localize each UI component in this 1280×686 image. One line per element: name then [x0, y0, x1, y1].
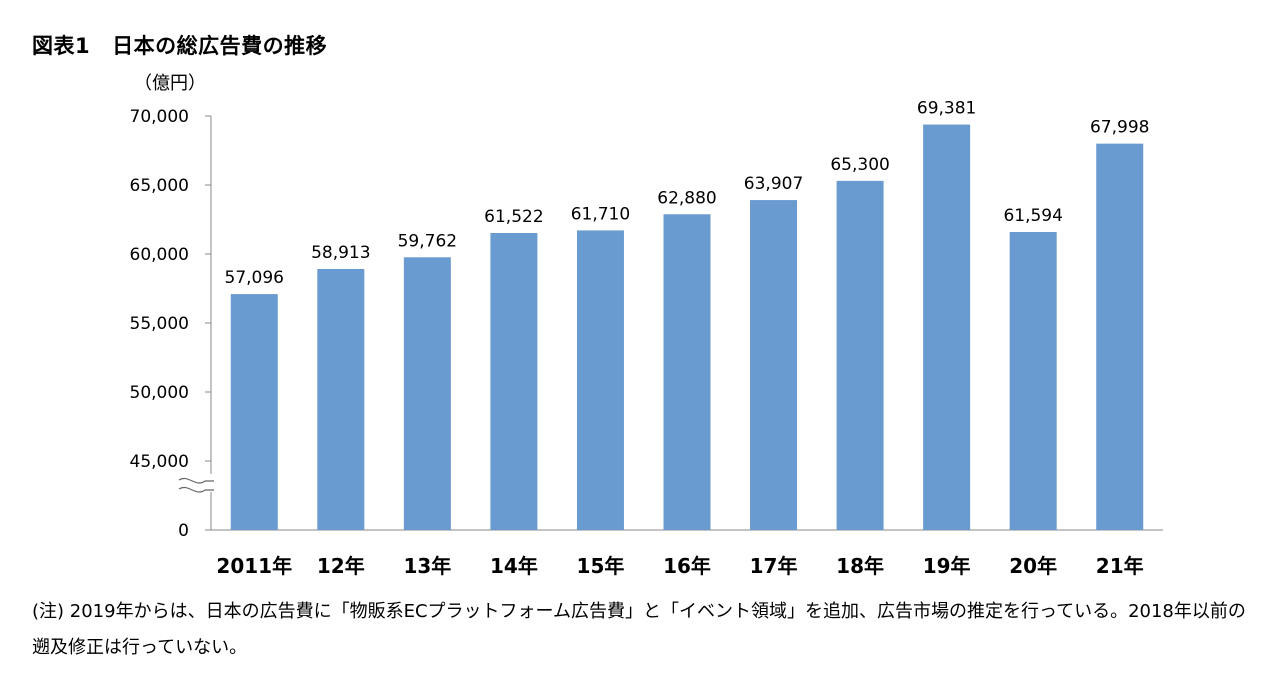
- x-category-label: 16年: [663, 554, 711, 578]
- bar: [1009, 232, 1057, 530]
- y-tick-label: 65,000: [130, 176, 189, 196]
- y-axis: 0 45,000 50,000 55,000 60,000 65,000 70,000: [130, 107, 1163, 541]
- bar-value-label: 69,381: [917, 99, 976, 119]
- bar-value-label: 58,913: [311, 243, 370, 263]
- x-category-label: 17年: [750, 554, 798, 578]
- axis-break-icon: [178, 478, 214, 493]
- x-category-label: 12年: [317, 554, 365, 578]
- bar: [836, 180, 884, 531]
- x-category-label: 13年: [403, 554, 451, 578]
- bar-value-label: 61,594: [1003, 206, 1062, 226]
- bar-value-label: 61,522: [484, 207, 543, 227]
- figure-title-text: 日本の総広告費の推移: [112, 34, 328, 58]
- bar: [923, 124, 971, 530]
- x-axis-labels: 2011年 12年 13年 14年 15年 16年 17年 18年 19年 20年 21年: [216, 554, 1143, 578]
- x-category-label: 2011年: [216, 554, 292, 578]
- bar-value-label: 57,096: [225, 268, 284, 288]
- bar-value-label: 67,998: [1090, 118, 1149, 138]
- bar: [403, 257, 451, 530]
- y-tick-label: 45,000: [130, 452, 189, 472]
- bar: [1096, 143, 1144, 530]
- bar-chart: （億円） 0 45,000 50,000 55,000 60,000 65,000 70,0…: [130, 73, 1163, 578]
- figure-title: 図表1 日本の総広告費の推移: [32, 30, 327, 60]
- chart-area: （億円） 0 45,000 50,000 55,000 60,000 65,000 70,0…: [130, 73, 1163, 578]
- y-tick-label: 70,000: [130, 107, 189, 127]
- y-tick-label: 60,000: [130, 245, 189, 265]
- bar-value-label: 65,300: [830, 155, 889, 175]
- bar: [490, 232, 538, 530]
- footnote: (注) 2019年からは、日本の広告費に「物販系ECプラットフォーム広告費」と「…: [32, 601, 1246, 658]
- bar-value-label: 59,762: [398, 231, 457, 251]
- figure-label: 図表1: [32, 34, 91, 58]
- bar: [750, 200, 798, 530]
- x-category-label: 20年: [1009, 554, 1057, 578]
- x-category-label: 15年: [577, 554, 625, 578]
- bar-value-label: 62,880: [657, 188, 716, 208]
- bar: [317, 269, 365, 530]
- y-tick-label: 0: [178, 521, 189, 541]
- bar: [230, 294, 278, 530]
- bar-value-label: 61,710: [571, 204, 630, 224]
- bar: [663, 214, 711, 531]
- x-category-label: 14年: [490, 554, 538, 578]
- x-category-label: 18年: [836, 554, 884, 578]
- y-tick-label: 55,000: [130, 314, 189, 334]
- bar-value-label: 63,907: [744, 174, 803, 194]
- unit-label: （億円）: [134, 73, 206, 94]
- bars: 57,096 58,913 59,762 61,522 61,710 62,880 63,9…: [225, 99, 1149, 531]
- y-tick-label: 50,000: [130, 383, 189, 403]
- x-category-label: 19年: [923, 554, 971, 578]
- bar: [576, 230, 624, 531]
- x-category-label: 21年: [1096, 554, 1144, 578]
